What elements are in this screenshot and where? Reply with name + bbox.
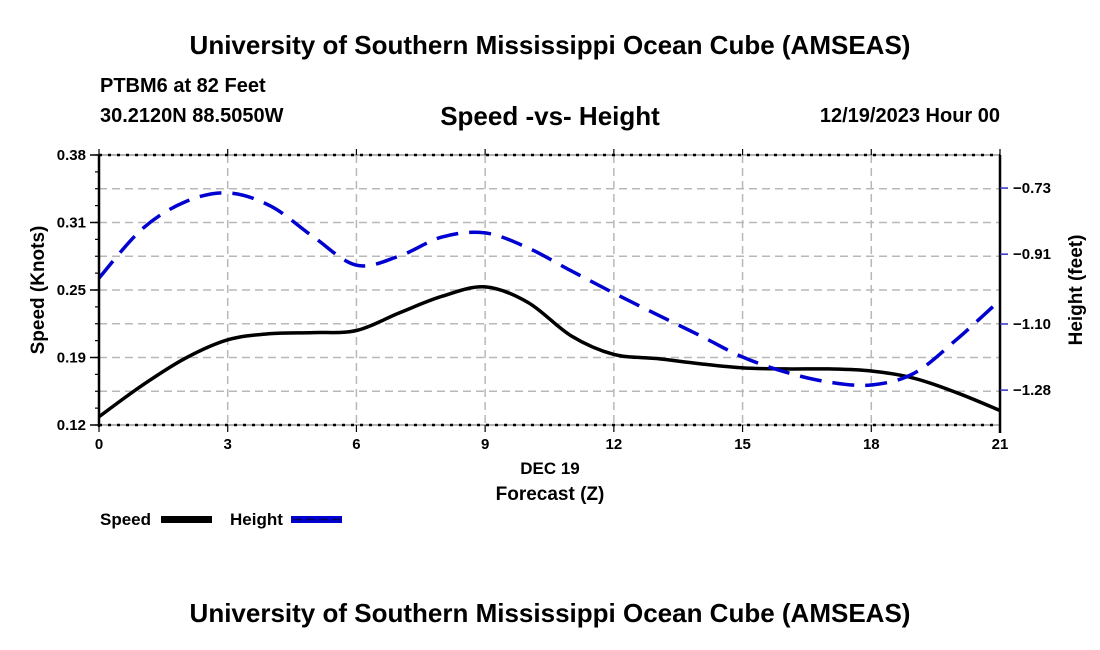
y-tick-label: 0.12 (57, 417, 86, 434)
legend-swatch-height (291, 516, 342, 523)
axes: 0 3 6 9 12 15 18 21 0.12 0.19 0.25 0.31 0.38 −1.28 −1.… (57, 147, 1051, 453)
y-tick-label: 0.38 (57, 147, 86, 164)
chart-title-wrap: Speed -vs- Height (0, 101, 1100, 132)
axis-labels: Speed (Knots) Height (feet) DEC 19 Forec… (28, 226, 1087, 505)
datetime-label: 12/19/2023 Hour 00 (819, 105, 1000, 127)
y-tick-label: 0.19 (57, 350, 86, 367)
y-axis-label: Speed (Knots) (28, 226, 49, 355)
y2-tick-label: −0.91 (1013, 246, 1051, 263)
y2-tick-label: −0.73 (1013, 180, 1051, 197)
coordinates-label: 30.2120N 88.5050W (100, 105, 284, 127)
x-tick-label: 21 (992, 436, 1009, 453)
main-title: University of Southern Mississippi Ocean… (189, 30, 911, 60)
legend-label-height: Height (230, 510, 283, 529)
x-tick-label: 15 (734, 436, 751, 453)
x-axis-date-label: DEC 19 (520, 459, 580, 478)
series-line-speed (97, 285, 1001, 419)
x-tick-label: 18 (863, 436, 880, 453)
x-tick-label: 6 (352, 436, 360, 453)
x-tick-label: 0 (95, 436, 103, 453)
y-tick-label: 0.25 (57, 282, 86, 299)
x-axis-label: Forecast (Z) (496, 484, 605, 505)
grid (99, 155, 1000, 425)
x-tick-label: 3 (224, 436, 232, 453)
y-tick-label: 0.31 (57, 215, 86, 232)
legend: Speed Height (100, 510, 342, 529)
series-line-height (97, 191, 1002, 388)
legend-swatch-speed (161, 516, 212, 523)
station-label: PTBM6 at 82 Feet (100, 75, 266, 97)
chart-title: Speed -vs- Height (440, 101, 660, 131)
series-layer (97, 191, 1002, 419)
y2-axis-label: Height (feet) (1066, 235, 1087, 346)
y2-tick-label: −1.28 (1013, 382, 1051, 399)
x-tick-label: 12 (606, 436, 623, 453)
y2-tick-label: −1.10 (1013, 316, 1051, 333)
legend-label-speed: Speed (100, 510, 151, 529)
footer-title: University of Southern Mississippi Ocean… (189, 598, 911, 628)
x-tick-label: 9 (481, 436, 489, 453)
